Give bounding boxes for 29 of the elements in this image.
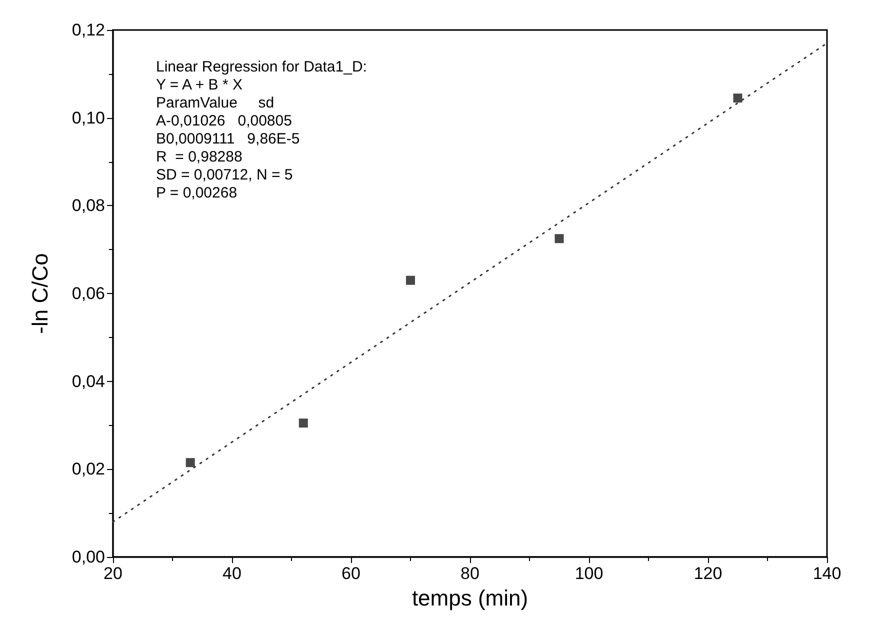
x-tick-label: 80 — [460, 564, 480, 583]
point — [406, 276, 415, 285]
x-tick-label: 120 — [694, 564, 722, 583]
y-tick-label: 0,08 — [72, 196, 105, 216]
point — [554, 234, 564, 244]
point — [298, 418, 308, 428]
x-tick-label: 100 — [574, 564, 604, 583]
x-tick-label: 20 — [104, 564, 122, 583]
y-tick-label: 0,00 — [72, 548, 105, 566]
x-axis-title: temps (min) — [412, 586, 528, 610]
y-tick-label: 0,06 — [72, 284, 105, 303]
x-tick-label: 140 — [812, 564, 842, 583]
y-tick-label: 0,04 — [72, 372, 105, 391]
point — [733, 94, 742, 103]
annotation: SD = 0,00712, N = 5 — [156, 166, 293, 184]
x-tick-label: 60 — [342, 564, 360, 583]
annotation: B0,0009111 9,86E-5 — [156, 130, 300, 148]
y-axis-title: -ln C/Co — [28, 253, 52, 334]
annotation: R = 0,98288 — [156, 148, 242, 166]
annotation: A-0,01026 0,00805 — [156, 112, 292, 130]
point — [186, 458, 195, 468]
y-tick-label: 0,10 — [72, 108, 105, 128]
annotation: Y = A + B * X — [156, 76, 242, 94]
annotation: P = 0,00268 — [156, 184, 238, 202]
y-tick-label: 0,12 — [72, 20, 105, 40]
y-tick-label: 0,02 — [72, 460, 105, 479]
x-tick-label: 40 — [222, 564, 242, 583]
annotation: ParamValue sd — [156, 94, 274, 112]
annotation: Linear Regression for Data1_D: — [156, 58, 367, 76]
